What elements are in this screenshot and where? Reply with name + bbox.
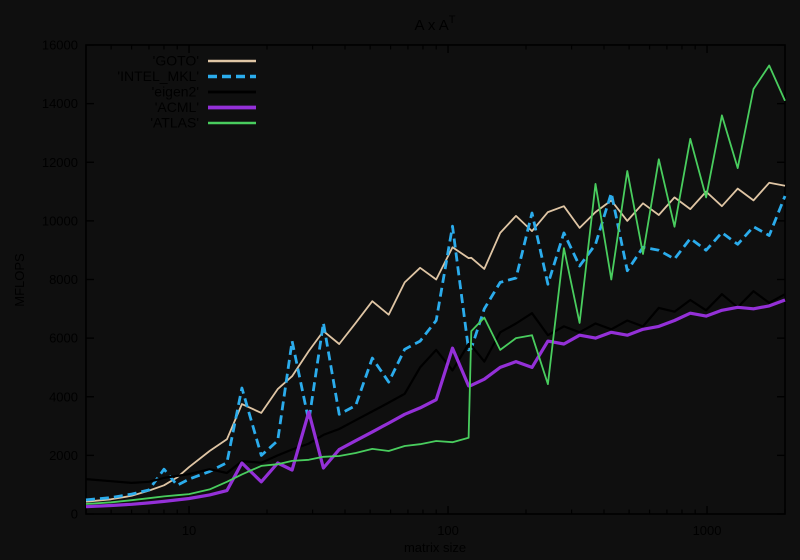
x-tick-label-100: 100 — [437, 523, 459, 538]
series-line-acml — [85, 298, 786, 509]
chart-title-base: A x A — [415, 17, 449, 34]
legend-label-eigen2: 'eigen2' — [152, 84, 199, 100]
legend-entry-atlas: 'ATLAS' — [150, 115, 256, 131]
x-tick-label-1000: 1000 — [693, 523, 722, 538]
y-axis-label: MFLOPS — [12, 253, 27, 307]
legend-label-acml: 'ACML' — [155, 99, 199, 115]
y-tick-label-6000: 6000 — [49, 331, 78, 346]
series-line-atlas — [85, 64, 786, 505]
legend-label-intel-mkl: 'INTEL_MKL' — [117, 68, 199, 84]
chart-title-superscript: T — [449, 14, 456, 26]
series-line-eigen2 — [85, 290, 786, 484]
legend-entry-acml: 'ACML' — [155, 99, 256, 115]
legend: 'GOTO''INTEL_MKL''eigen2''ACML''ATLAS' — [117, 53, 256, 131]
axes: 0 2000 4000 6000 8000 10000 12000 14000 16000 10 1… — [42, 38, 786, 538]
y-tick-label-10000: 10000 — [42, 213, 78, 228]
x-tick-label-10: 10 — [182, 523, 196, 538]
y-tick-label-14000: 14000 — [42, 96, 78, 111]
y-tick-label-8000: 8000 — [49, 272, 78, 287]
legend-entry-eigen2: 'eigen2' — [152, 84, 256, 100]
legend-label-goto: 'GOTO' — [153, 53, 199, 69]
x-axis-label: matrix size — [404, 540, 466, 555]
legend-entry-intel-mkl: 'INTEL_MKL' — [117, 68, 256, 84]
y-tick-label-0: 0 — [71, 507, 78, 522]
y-tick-label-12000: 12000 — [42, 155, 78, 170]
series-line-goto — [85, 181, 786, 503]
chart-title: A x AT — [415, 14, 456, 34]
y-tick-label-4000: 4000 — [49, 389, 78, 404]
legend-entry-goto: 'GOTO' — [153, 53, 256, 69]
series-lines — [85, 64, 787, 509]
y-tick-label-16000: 16000 — [42, 38, 78, 53]
y-tick-label-2000: 2000 — [49, 448, 78, 463]
legend-label-atlas: 'ATLAS' — [150, 115, 199, 131]
series-line-intel-mkl — [85, 191, 787, 502]
